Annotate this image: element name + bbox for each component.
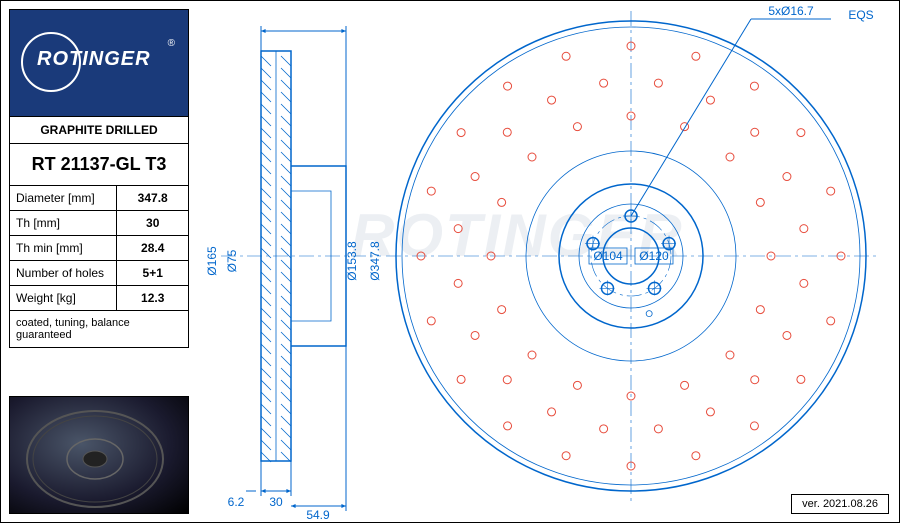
svg-text:Ø153.8: Ø153.8 [345,241,359,281]
product-photo [9,396,189,514]
spec-label: Diameter [mm] [10,186,117,211]
spec-row: Weight [kg]12.3 [10,286,189,311]
brand-name: ROTINGER [37,48,151,71]
subtitle: GRAPHITE DRILLED [9,117,189,144]
spec-value: 347.8 [117,186,189,211]
svg-text:Ø104: Ø104 [593,249,623,263]
spec-label: Th [mm] [10,211,117,236]
registered-icon: ® [168,38,175,49]
version-label: ver. 2021.08.26 [791,494,889,514]
brand-logo: ROTINGER ® [9,9,189,117]
spec-row: Th min [mm]28.4 [10,236,189,261]
spec-label: Th min [mm] [10,236,117,261]
part-number: RT 21137-GL T3 [9,144,189,186]
svg-text:54.9: 54.9 [306,508,330,522]
technical-drawing: Ø165 Ø75 Ø153.8 Ø347.8 30 54.9 6.2 5xØ16.7 EQS Ø1… [201,1,900,524]
spec-table: Diameter [mm]347.8Th [mm]30Th min [mm]28… [9,186,189,311]
spec-label: Number of holes [10,261,117,286]
spec-value: 12.3 [117,286,189,311]
spec-row: Th [mm]30 [10,211,189,236]
svg-text:Ø120: Ø120 [639,249,669,263]
footer-note: coated, tuning, balance guaranteed [9,311,189,348]
svg-text:EQS: EQS [848,8,873,22]
spec-row: Number of holes5+1 [10,261,189,286]
spec-value: 30 [117,211,189,236]
spec-label: Weight [kg] [10,286,117,311]
svg-text:6.2: 6.2 [228,495,245,509]
svg-text:Ø347.8: Ø347.8 [368,241,382,281]
spec-value: 5+1 [117,261,189,286]
svg-text:30: 30 [269,495,283,509]
svg-text:5xØ16.7: 5xØ16.7 [768,4,814,18]
spec-value: 28.4 [117,236,189,261]
svg-text:Ø165: Ø165 [205,246,219,276]
info-panel: ROTINGER ® GRAPHITE DRILLED RT 21137-GL … [9,9,189,348]
spec-row: Diameter [mm]347.8 [10,186,189,211]
svg-text:Ø75: Ø75 [225,249,239,272]
